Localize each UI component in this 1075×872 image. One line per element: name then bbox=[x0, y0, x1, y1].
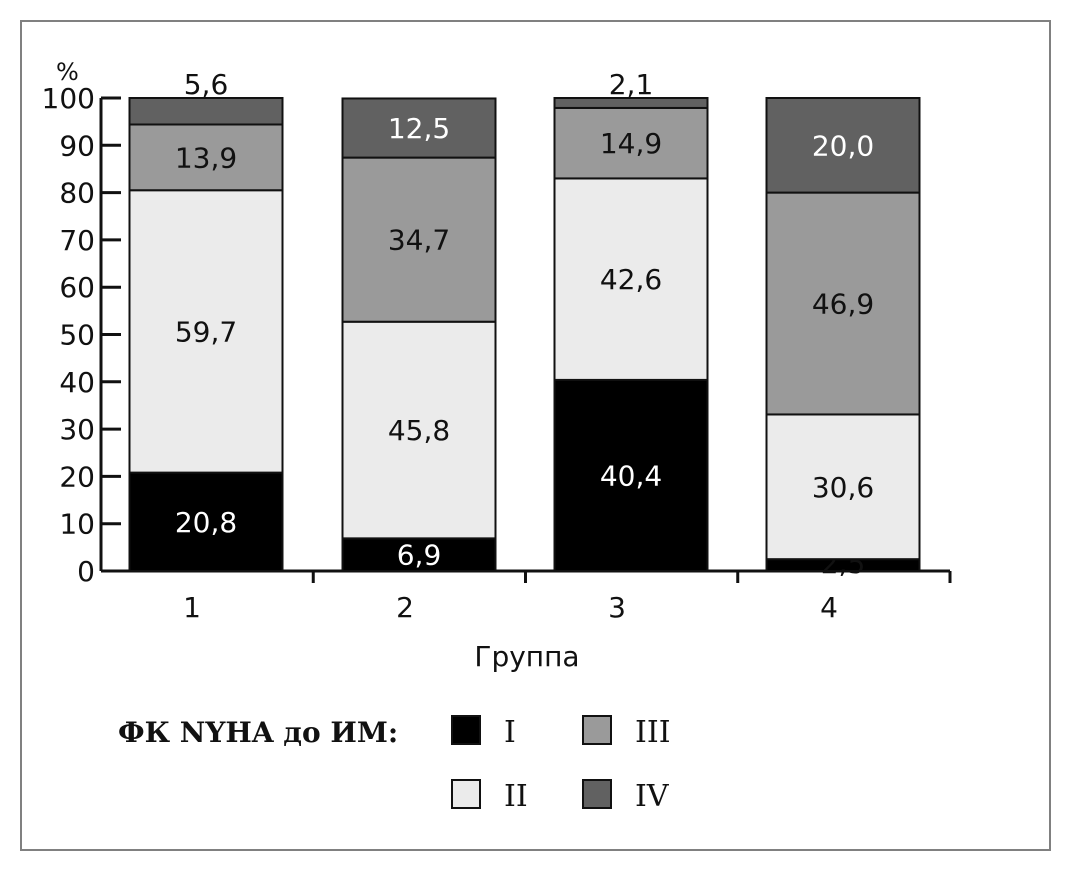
bar-segment-2-III bbox=[341, 156, 497, 323]
y-tick-label: 90 bbox=[59, 129, 95, 162]
x-tick-label: 4 bbox=[820, 591, 838, 624]
bar-segment-2-II bbox=[341, 320, 497, 540]
legend-label-IV: IV bbox=[635, 779, 670, 814]
legend-label-II: II bbox=[504, 779, 528, 814]
data-label: 46,9 bbox=[812, 288, 874, 321]
bar-segment-2-IV bbox=[341, 97, 497, 159]
bar-segment-1-III bbox=[128, 123, 284, 192]
bar-segment-4-IV bbox=[765, 97, 921, 194]
data-label: 20,8 bbox=[175, 506, 237, 539]
y-unit-label: % bbox=[56, 58, 79, 86]
y-tick-label: 40 bbox=[59, 366, 95, 399]
bar-segment-2-I bbox=[341, 537, 497, 572]
legend-title: ФК NYHA до ИМ: bbox=[118, 716, 398, 749]
y-tick-label: 30 bbox=[59, 413, 95, 446]
data-label: 45,8 bbox=[388, 414, 450, 447]
legend-swatch-I bbox=[451, 715, 481, 745]
data-label: 12,5 bbox=[388, 112, 450, 145]
bar-stack-group-2: 6,9 45,8 34,7 12,5 bbox=[341, 97, 497, 572]
data-label: 2,1 bbox=[609, 68, 654, 101]
data-label: 30,6 bbox=[812, 471, 874, 504]
data-label: 5,6 bbox=[184, 68, 229, 101]
x-tick-label: 1 bbox=[183, 591, 201, 624]
data-label: 59,7 bbox=[175, 315, 237, 348]
y-tick-label: 20 bbox=[59, 460, 95, 493]
bar-segment-3-I bbox=[553, 378, 709, 572]
x-tick-label: 3 bbox=[608, 591, 626, 624]
y-axis: 0 10 20 30 40 50 60 70 80 90 100 bbox=[42, 82, 121, 588]
y-tick-label: 50 bbox=[59, 319, 95, 352]
data-label: 14,9 bbox=[600, 127, 662, 160]
data-label: 13,9 bbox=[175, 141, 237, 174]
y-tick-label: 80 bbox=[59, 177, 95, 210]
bar-segment-1-IV bbox=[128, 97, 284, 126]
data-label: 42,6 bbox=[600, 263, 662, 296]
legend-label-I: I bbox=[504, 715, 516, 750]
y-tick-label: 70 bbox=[59, 224, 95, 257]
y-tick-label: 10 bbox=[59, 508, 95, 541]
bar-stack-group-4: 2,530,646,920,0 bbox=[765, 97, 921, 580]
legend-swatch-III bbox=[582, 715, 612, 745]
bar-stack-group-1: 20,8 59,7 13,9 5,6 bbox=[128, 68, 284, 572]
bar-stack-group-3: 40,4 42,6 14,9 2,1 bbox=[553, 68, 709, 572]
legend-swatch-II bbox=[451, 779, 481, 809]
bar-segment-3-IV bbox=[553, 97, 709, 109]
x-tick-label: 2 bbox=[396, 591, 414, 624]
y-tick-label: 0 bbox=[77, 555, 95, 588]
y-tick-label: 100 bbox=[42, 82, 95, 115]
bars-group: 20,8 59,7 13,9 5,6 6,9 45,8 34,7 12,5 40,4 42,6 14… bbox=[128, 68, 921, 580]
x-axis-title: Группа bbox=[474, 640, 579, 673]
y-tick-label: 60 bbox=[59, 271, 95, 304]
bar-segment-4-II bbox=[765, 413, 921, 561]
data-label: 34,7 bbox=[388, 224, 450, 257]
legend-swatch-IV bbox=[582, 779, 612, 809]
data-label: 6,9 bbox=[397, 539, 442, 572]
legend-label-III: III bbox=[635, 715, 671, 750]
data-label: 20,0 bbox=[812, 129, 874, 162]
data-label: 40,4 bbox=[600, 459, 662, 492]
